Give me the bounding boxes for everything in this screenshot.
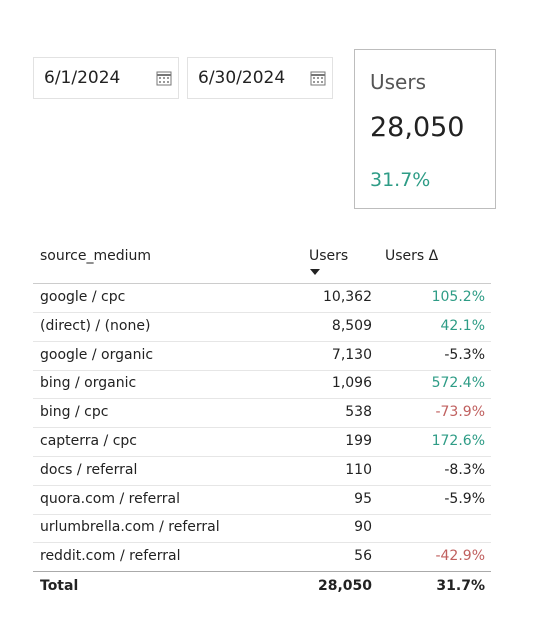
users: 56 [354,548,372,565]
table-row: reddit.com / referral 56 -42.9% [33,542,491,573]
total-users: 28,050 [317,578,372,594]
scorecard-value: 28,050 [370,112,465,143]
end-date: 6/30/2024 [198,68,286,88]
start-date: 6/1/2024 [44,68,121,88]
users: 1,096 [331,375,372,392]
scorecard: Users 28,050 31.7% [354,49,496,209]
users-delta: -5.9% [444,490,485,507]
start-date-input[interactable]: 6/1/2024 [33,57,179,99]
source-medium: quora.com / referral [40,490,180,507]
users: 538 [345,404,372,421]
sort-arrow [310,269,320,275]
users: 8,509 [331,317,372,334]
table-header: source_medium Users Users Δ [33,240,491,284]
table-row: google / organic 7,130 -5.3% [33,341,491,371]
table-row: quora.com / referral 95 -5.9% [33,485,491,515]
source-medium: google / cpc [40,289,126,305]
users-delta: 105.2% [431,289,485,305]
header-cell[interactable]: Users Δ [385,248,439,264]
source-medium: google / organic [40,346,154,363]
users: 95 [354,490,372,507]
scorecard-label: Users [370,70,427,94]
total-row: Total 28,050 31.7% [33,571,491,601]
scorecard-delta: 31.7% [370,169,431,191]
users-delta: 572.4% [431,375,485,392]
source-medium: urlumbrella.com / referral [40,519,220,536]
source-medium: bing / organic [40,375,137,392]
source-medium: docs / referral [40,461,138,478]
source-medium: (direct) / (none) [40,317,151,334]
users: 7,130 [331,346,372,363]
users: 10,362 [323,289,372,305]
header-cell[interactable]: source_medium [40,248,152,264]
users: 90 [354,519,372,536]
table-row: capterra / cpc 199 172.6% [33,427,491,457]
users-delta: -73.9% [435,404,485,421]
calendar-icon[interactable] [156,70,172,86]
users-delta: 172.6% [431,433,485,449]
users-delta: 42.1% [440,317,485,334]
table-row: bing / cpc 538 -73.9% [33,398,491,429]
source-medium: bing / cpc [40,404,109,421]
users-delta: -5.3% [444,346,485,363]
calendar-icon[interactable] [310,70,326,86]
end-date-input[interactable]: 6/30/2024 [187,57,333,99]
table-row: (direct) / (none) 8,509 42.1% [33,312,491,342]
users: 110 [345,461,372,478]
header-cell[interactable]: Users [309,248,349,264]
table-row: urlumbrella.com / referral 90 [33,513,491,544]
source-medium: capterra / cpc [40,433,138,449]
table-row: docs / referral 110 -8.3% [33,456,491,486]
table-row: google / cpc 10,362 105.2% [33,283,491,313]
table-row: bing / organic 1,096 572.4% [33,369,491,400]
users-delta: -42.9% [435,548,485,565]
users-delta: -8.3% [444,461,485,478]
total-delta: 31.7% [436,578,485,594]
users: 199 [345,433,372,449]
total-label: Total [40,578,79,594]
source-medium: reddit.com / referral [40,548,181,565]
